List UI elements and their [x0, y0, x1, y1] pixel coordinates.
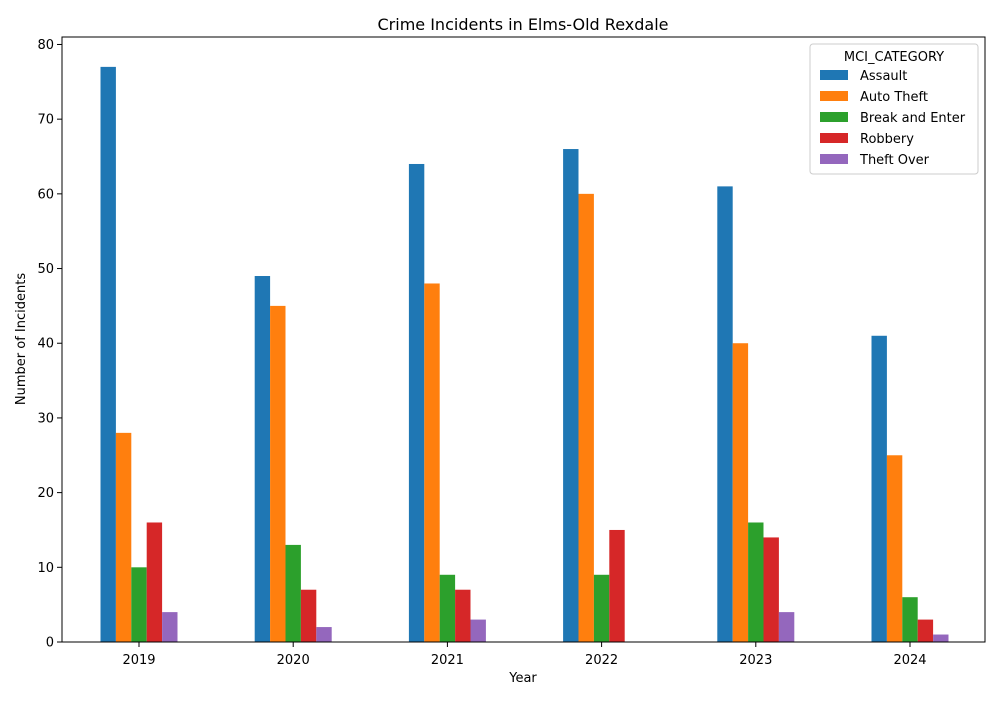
legend-title: MCI_CATEGORY — [844, 50, 944, 65]
bar-auto-theft-2024 — [886, 455, 903, 642]
bar-assault-2022 — [563, 149, 579, 643]
x-tick-label: 2021 — [431, 653, 464, 668]
x-tick-label: 2019 — [122, 653, 155, 668]
bar-auto-theft-2023 — [732, 343, 749, 642]
legend-label: Auto Theft — [860, 90, 928, 105]
bar-break-and-enter-2023 — [748, 522, 764, 642]
legend-swatch — [820, 154, 848, 164]
y-tick-label: 30 — [37, 411, 54, 426]
bar-assault-2019 — [100, 66, 116, 642]
bar-assault-2020 — [254, 276, 271, 642]
y-tick-label: 80 — [37, 38, 54, 53]
legend: MCI_CATEGORY Assault Auto Theft Break and … — [809, 43, 979, 175]
bar-assault-2021 — [408, 163, 425, 643]
bar-robbery-2024 — [917, 619, 934, 642]
y-tick-label: 40 — [37, 337, 54, 352]
bar-auto-theft-2019 — [115, 432, 132, 642]
bar-robbery-2021 — [455, 589, 471, 642]
bar-robbery-2022 — [609, 529, 625, 642]
bar-break-and-enter-2024 — [902, 597, 918, 642]
y-axis-label: Number of Incidents — [14, 273, 29, 405]
bar-robbery-2023 — [763, 537, 779, 642]
y-axis: 0 10 20 30 40 50 60 70 80 — [37, 38, 62, 651]
bar-theft-over-2019 — [162, 612, 178, 642]
legend-label: Assault — [860, 69, 907, 84]
x-axis: 2019 2020 2021 2022 2023 2024 — [122, 642, 927, 668]
x-tick-label: 2022 — [585, 653, 618, 668]
x-tick-label: 2024 — [893, 653, 926, 668]
bar-assault-2024 — [871, 335, 887, 642]
legend-items: Assault Auto Theft Break and Enter Robbery T… — [820, 69, 966, 168]
legend-swatch — [820, 91, 848, 101]
bar-robbery-2019 — [146, 522, 163, 642]
legend-box — [809, 43, 979, 175]
y-tick-label: 20 — [37, 486, 54, 501]
plot-frame — [61, 36, 986, 643]
bars-group — [100, 66, 949, 643]
bar-break-and-enter-2021 — [439, 574, 456, 642]
bar-theft-over-2023 — [778, 612, 795, 642]
bar-break-and-enter-2019 — [131, 567, 147, 642]
y-tick-label: 0 — [46, 636, 54, 651]
y-tick-label: 10 — [37, 561, 54, 576]
legend-label: Robbery — [860, 132, 914, 147]
legend-swatch — [820, 70, 848, 80]
legend-swatch — [820, 112, 848, 122]
bar-break-and-enter-2022 — [593, 574, 610, 642]
chart-title: Crime Incidents in Elms-Old Rexdale — [378, 15, 669, 34]
bar-theft-over-2021 — [470, 619, 486, 642]
bar-robbery-2020 — [300, 589, 317, 642]
bar-theft-over-2024 — [933, 634, 949, 642]
legend-swatch — [820, 133, 848, 143]
y-tick-label: 60 — [37, 187, 54, 202]
bar-theft-over-2020 — [316, 627, 332, 642]
bar-auto-theft-2022 — [578, 193, 594, 642]
bar-assault-2023 — [717, 186, 733, 642]
x-tick-label: 2023 — [739, 653, 772, 668]
y-tick-label: 70 — [37, 113, 54, 128]
legend-label: Break and Enter — [860, 111, 966, 126]
x-tick-label: 2020 — [277, 653, 310, 668]
legend-label: Theft Over — [859, 153, 930, 168]
bar-break-and-enter-2020 — [285, 544, 301, 642]
bar-auto-theft-2021 — [424, 283, 440, 642]
x-axis-label: Year — [508, 671, 537, 686]
y-tick-label: 50 — [37, 262, 54, 277]
bar-auto-theft-2020 — [270, 305, 286, 642]
